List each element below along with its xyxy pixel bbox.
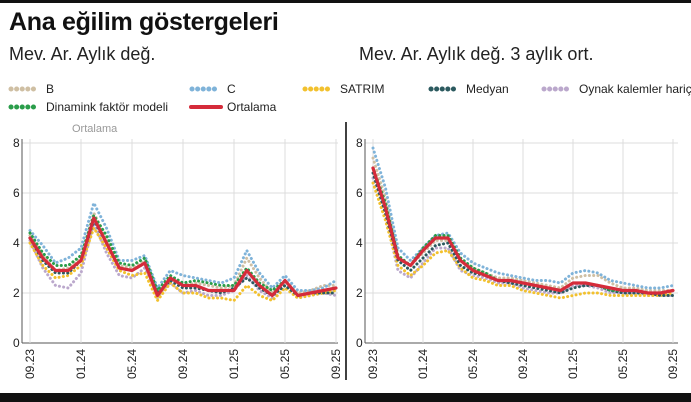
left-y-tick-label-0: 0 [13, 336, 20, 350]
legend-label-dinamik: Dinamink faktör modeli [46, 100, 169, 114]
top-rule [0, 0, 691, 3]
legend-swatch-c [189, 86, 223, 92]
left-x-tick-label-01.25: 01.25 [227, 349, 241, 379]
legend-label-satrim: SATRIM [340, 82, 385, 96]
right-chart: 0 2 4 6 8 09.23 01.24 05.24 09.24 01.25 05.25 09.25 [356, 136, 680, 379]
left-ghost-label: Ortalama [72, 123, 118, 135]
left-chart-subtitle: Mev. Ar. Aylık değ. [9, 44, 156, 64]
legend-item-oynak: Oynak kalemler hariç [541, 81, 691, 97]
legend-label-medyan: Medyan [466, 82, 509, 96]
right-y-tick-label-8: 8 [356, 136, 363, 150]
legend-swatch-satrim [302, 86, 336, 92]
right-x-tick-label-01.25: 01.25 [566, 349, 580, 379]
left-series-ortalama [28, 216, 338, 298]
right-x-tick-label-05.25: 05.25 [616, 349, 630, 379]
right-x-tick-label-05.24: 05.24 [466, 349, 480, 379]
legend-item-dinamik: Dinamink faktör modeli [8, 99, 168, 115]
right-series-medyan [371, 171, 675, 297]
left-y-tick-label-8: 8 [13, 136, 20, 150]
left-x-tick-label-09.24: 09.24 [176, 349, 190, 379]
left-y-tick-label-6: 6 [13, 186, 20, 200]
left-series-satrim [28, 226, 338, 302]
right-y-tick-label-6: 6 [356, 186, 363, 200]
left-x-tick-label-09.25: 09.25 [329, 349, 343, 379]
right-y-tick-label-0: 0 [356, 336, 363, 350]
legend-label-b: B [46, 82, 55, 96]
left-y-tick-label-2: 2 [13, 286, 20, 300]
left-y-tick-label-4: 4 [13, 236, 20, 250]
legend-item-satrim: SATRIM [302, 81, 384, 97]
right-y-tick-label-4: 4 [356, 236, 363, 250]
right-x-tick-label-01.24: 01.24 [416, 349, 430, 379]
right-series-satrim [371, 181, 675, 300]
right-x-tick-label-09.24: 09.24 [516, 349, 530, 379]
legend-label-oynak: Oynak kalemler hariç [579, 82, 691, 96]
left-x-tick-label-05.25: 05.25 [278, 349, 292, 379]
right-chart-subtitle: Mev. Ar. Aylık değ. 3 aylık ort. [359, 44, 594, 64]
right-series-oynak [371, 176, 675, 297]
right-series-ortalama [371, 166, 675, 295]
legend-swatch-dinamik [8, 104, 42, 110]
right-x-tick-label-09.25: 09.25 [666, 349, 680, 379]
legend-swatch-medyan [428, 86, 462, 92]
legend-label-ortalama: Ortalama [227, 100, 277, 114]
legend-item-medyan: Medyan [428, 81, 509, 97]
legend-item-b: B [8, 81, 54, 97]
bottom-rule [0, 393, 691, 402]
legend-swatch-b [8, 86, 42, 92]
right-y-tick-label-2: 2 [356, 286, 363, 300]
legend-label-c: C [227, 82, 236, 96]
legend-swatch-ortalama [189, 105, 223, 109]
legend-item-c: C [189, 81, 236, 97]
left-chart: 0 2 4 6 8 09.23 01.24 05.24 09.24 01.25 05.25 09.25 [13, 136, 343, 379]
page-title: Ana eğilim göstergeleri [9, 8, 279, 36]
left-x-tick-label-01.24: 01.24 [74, 349, 88, 379]
left-x-tick-label-05.24: 05.24 [125, 349, 139, 379]
left-x-tick-label-09.23: 09.23 [23, 349, 37, 379]
legend-item-ortalama: Ortalama [189, 99, 276, 115]
legend-swatch-oynak [541, 86, 575, 92]
right-x-tick-label-09.23: 09.23 [366, 349, 380, 379]
